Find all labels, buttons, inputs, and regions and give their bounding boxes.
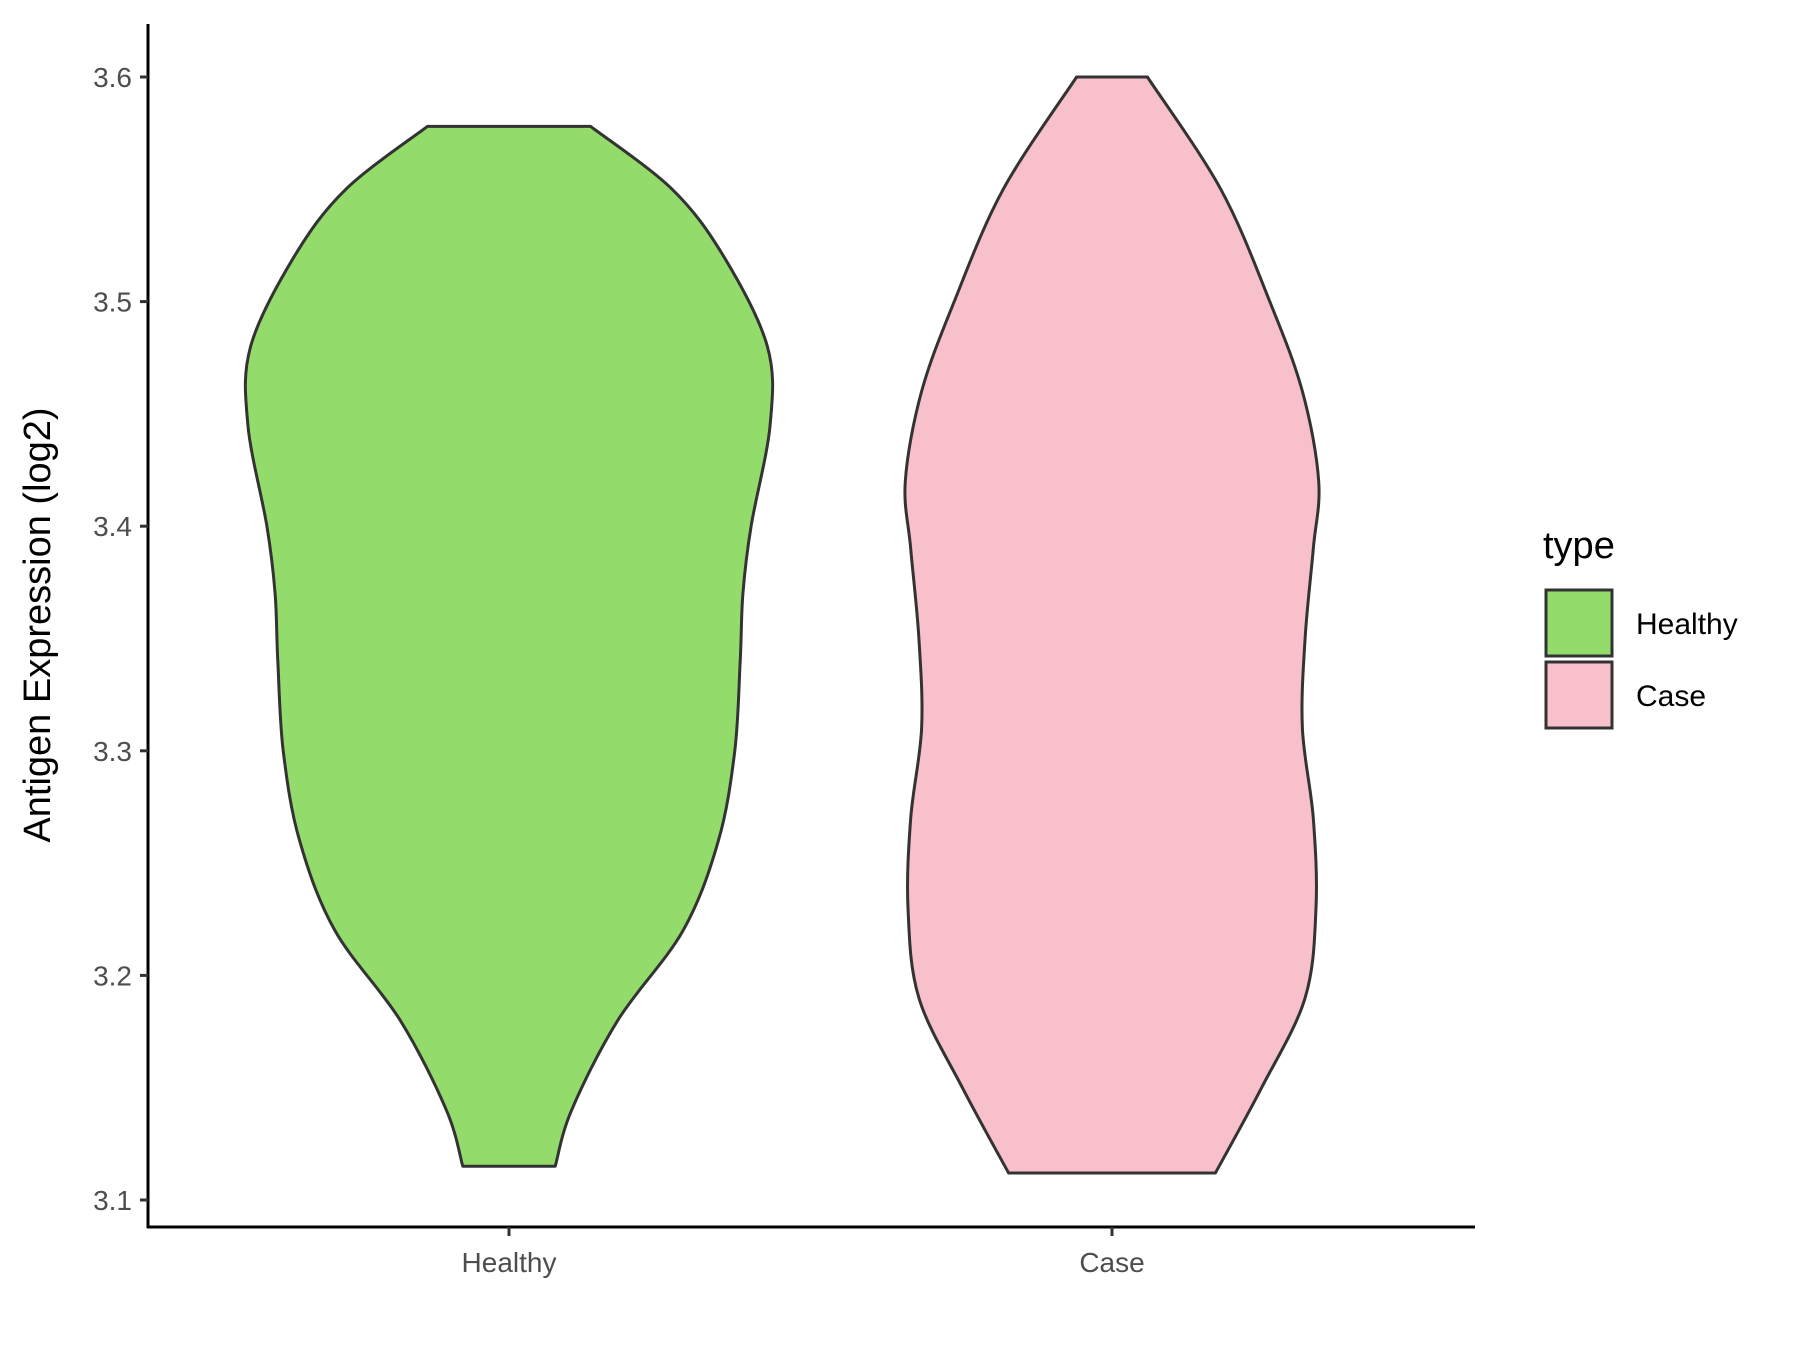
x-tick-label: Case bbox=[1079, 1247, 1144, 1278]
legend-title: type bbox=[1543, 525, 1615, 567]
y-ticks: 3.1 3.2 3.3 3.4 3.5 3.6 bbox=[93, 62, 148, 1216]
x-ticks: Healthy Case bbox=[462, 1227, 1145, 1278]
y-tick-label: 3.1 bbox=[93, 1185, 132, 1216]
violin-case bbox=[903, 75, 1321, 1175]
plot-area: 3.1 3.2 3.3 3.4 3.5 3.6 Healthy Case Antigen E… bbox=[17, 24, 1475, 1278]
legend-key-healthy bbox=[1544, 588, 1614, 658]
legend-key-case bbox=[1544, 660, 1614, 730]
legend-label-case: Case bbox=[1636, 680, 1706, 713]
x-tick-label: Healthy bbox=[462, 1247, 557, 1278]
legend: type Healthy Case bbox=[1543, 525, 1738, 730]
violin-healthy bbox=[243, 124, 775, 1168]
y-tick-label: 3.5 bbox=[93, 287, 132, 318]
legend-label-healthy: Healthy bbox=[1636, 608, 1738, 641]
y-tick-label: 3.2 bbox=[93, 960, 132, 991]
y-tick-label: 3.6 bbox=[93, 62, 132, 93]
y-axis-title: Antigen Expression (log2) bbox=[17, 407, 59, 842]
violins bbox=[243, 75, 1321, 1175]
y-tick-label: 3.4 bbox=[93, 511, 132, 542]
y-tick-label: 3.3 bbox=[93, 736, 132, 767]
